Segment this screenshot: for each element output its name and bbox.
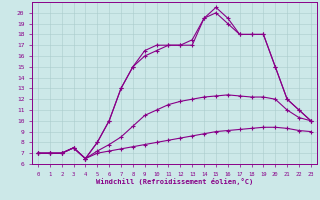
X-axis label: Windchill (Refroidissement éolien,°C): Windchill (Refroidissement éolien,°C) — [96, 178, 253, 185]
